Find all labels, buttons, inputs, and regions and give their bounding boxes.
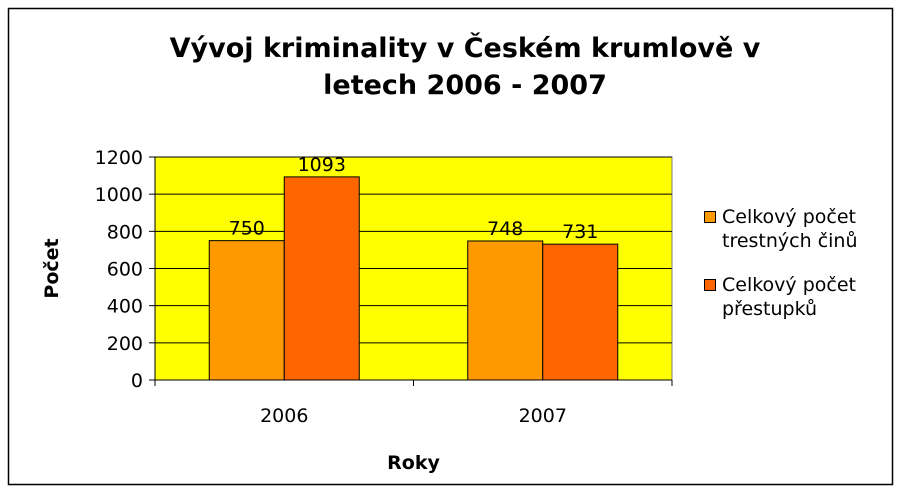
value-label: 748 xyxy=(487,218,523,240)
y-tick-label: 800 xyxy=(107,221,143,243)
x-tick-label: 2007 xyxy=(519,405,567,427)
legend-label: Celkový počet přestupků xyxy=(722,274,856,320)
bar xyxy=(542,243,619,381)
y-tick-label: 200 xyxy=(107,333,143,355)
legend: Celkový počet trestných činů Celkový poče… xyxy=(700,205,900,341)
bar xyxy=(208,240,285,381)
y-axis-label: Počet xyxy=(41,238,63,298)
y-tick-label: 600 xyxy=(107,259,143,281)
bar xyxy=(467,240,544,381)
y-tick-label: 400 xyxy=(107,296,143,318)
y-tick-label: 0 xyxy=(131,370,143,392)
legend-swatch xyxy=(704,279,716,291)
y-tick-label: 1000 xyxy=(95,184,143,206)
legend-label: Celkový počet trestných činů xyxy=(722,206,858,252)
legend-entry: Celkový počet přestupků xyxy=(700,273,901,321)
value-label: 1093 xyxy=(298,154,346,176)
value-label: 750 xyxy=(229,218,265,240)
chart-title: Vývoj kriminality v Českém krumlově v le… xyxy=(169,33,761,101)
x-tick-label: 2006 xyxy=(260,405,308,427)
x-axis-label: Roky xyxy=(387,452,440,474)
y-tick-label: 1200 xyxy=(95,147,143,169)
bar xyxy=(283,176,360,381)
legend-entry: Celkový počet trestných činů xyxy=(700,205,901,253)
legend-swatch xyxy=(704,211,716,223)
value-label: 731 xyxy=(562,221,598,243)
